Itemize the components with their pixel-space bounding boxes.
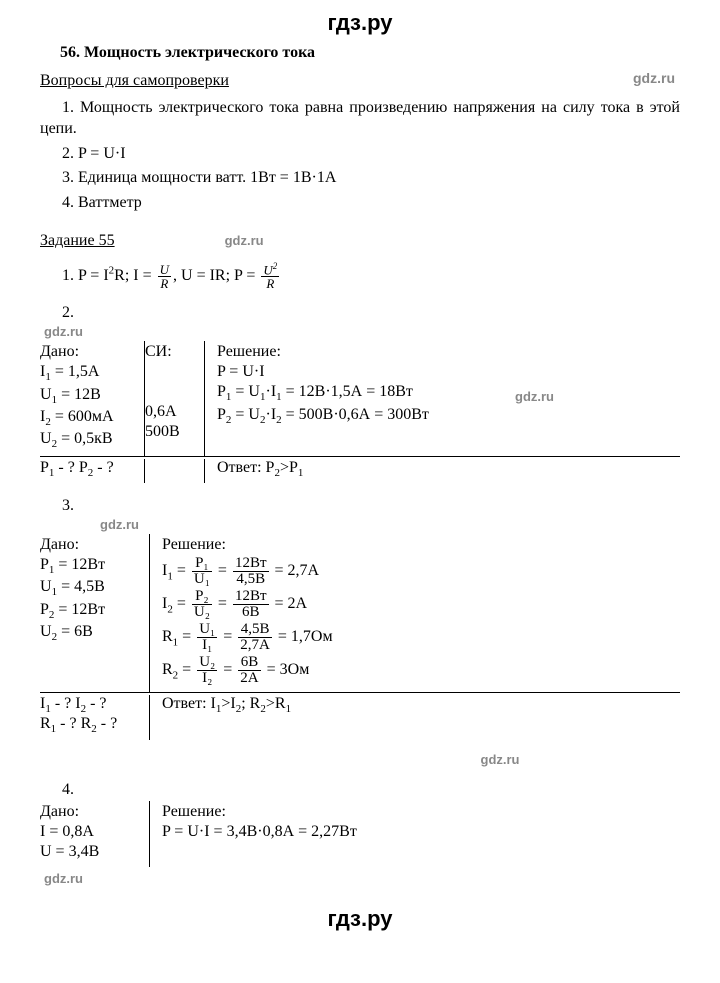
task3-answer-row: I1 - ? I2 - ? R1 - ? R2 - ? Ответ: I1>I2… <box>40 692 680 739</box>
task3-sol-col: Решение: I1 = P₁U₁ = 12Вт4,5В = 2,7А I2 … <box>150 534 343 692</box>
t3-g2: U1 = 4,5В <box>40 578 139 598</box>
section-title: 56. Мощность электрического тока <box>60 44 680 62</box>
t3-s3: R1 = U₁I₁ = 4,5В2,7А = 1,7Ом <box>162 622 333 653</box>
watermark-4: gdz.ru <box>515 389 554 404</box>
task3-label: 3. <box>62 497 680 515</box>
task3-given-col: Дано: P1 = 12Вт U1 = 4,5В P2 = 12Вт U2 =… <box>40 534 150 692</box>
t1-frac2: U2R <box>261 262 279 290</box>
footer-logo: гдз.ру <box>40 906 680 932</box>
task2-label: 2. <box>62 304 680 322</box>
question-4: 4. Ваттметр <box>40 193 680 214</box>
t4-given-header: Дано: <box>40 803 139 821</box>
t3-s1: I1 = P₁U₁ = 12Вт4,5В = 2,7А <box>162 556 333 587</box>
t2-g4: U2 = 0,5кВ <box>40 430 134 450</box>
t1-mid2: , U = IR; P = <box>173 267 259 284</box>
t1-frac1: UR <box>158 263 171 290</box>
t2-s3: P2 = U2·I2 = 500В·0,6А = 300Вт <box>217 406 429 426</box>
task3-block: Дано: P1 = 12Вт U1 = 4,5В P2 = 12Вт U2 =… <box>40 534 680 692</box>
task1-formula: 1. P = I2R; I = UR, U = IR; P = U2R <box>62 262 680 290</box>
t2-si4: 500В <box>145 423 194 441</box>
watermark-2: gdz.ru <box>225 233 264 248</box>
t2-g3: I2 = 600мА <box>40 408 134 428</box>
task2-sol-col: Решение: P = U·I P1 = U1·I1 = 12В·1,5А =… <box>205 341 439 456</box>
task2-block: Дано: I1 = 1,5А U1 = 12В I2 = 600мА U2 =… <box>40 341 680 456</box>
t4-sol-header: Решение: <box>162 803 357 821</box>
t3-g3: P2 = 12Вт <box>40 601 139 621</box>
task4-label: 4. <box>62 781 680 799</box>
t2-s2: P1 = U1·I1 = 12В·1,5А = 18Вт <box>217 383 429 403</box>
task-header: Задание 55 <box>40 232 115 250</box>
t2-given-header: Дано: <box>40 343 134 361</box>
task4-sol-col: Решение: P = U·I = 3,4В·0,8А = 2,27Вт <box>150 801 367 867</box>
t1-mid1: R; I = <box>114 267 155 284</box>
t2-si-header: СИ: <box>145 343 194 361</box>
t1-prefix: 1. P = I <box>62 267 109 284</box>
t2-g1: I1 = 1,5А <box>40 363 134 383</box>
t2-si3: 0,6А <box>145 403 194 421</box>
t2-g2: U1 = 12В <box>40 386 134 406</box>
t1-frac2-den: R <box>261 277 279 290</box>
t4-g1: I = 0,8А <box>40 823 139 841</box>
question-3: 3. Единица мощности ватт. 1Вт = 1В·1А <box>40 168 680 189</box>
task4-block: Дано: I = 0,8А U = 3,4В Решение: P = U·I… <box>40 801 680 867</box>
t1-frac1-num: U <box>158 263 171 277</box>
t4-g2: U = 3,4В <box>40 843 139 861</box>
task2-si-col: СИ: 0,6А 500В <box>145 341 205 456</box>
t2-s1: P = U·I <box>217 363 429 381</box>
page-container: гдз.ру gdz.ru 56. Мощность электрическог… <box>0 0 720 952</box>
watermark-3: gdz.ru <box>44 324 680 339</box>
t4-s1: P = U·I = 3,4В·0,8А = 2,27Вт <box>162 823 357 841</box>
t1-frac1-den: R <box>158 277 171 290</box>
t3-sol-header: Решение: <box>162 536 333 554</box>
task2-answer-row: P1 - ? P2 - ? Ответ: P2>P1 <box>40 456 680 483</box>
t2-sol-header: Решение: <box>217 343 429 361</box>
task4-given-col: Дано: I = 0,8А U = 3,4В <box>40 801 150 867</box>
t3-g1: P1 = 12Вт <box>40 556 139 576</box>
task2-given-col: Дано: I1 = 1,5А U1 = 12В I2 = 600мА U2 =… <box>40 341 145 456</box>
t3-ans: Ответ: I1>I2; R2>R1 <box>150 695 301 739</box>
watermark-5: gdz.ru <box>100 517 680 532</box>
watermark-1: gdz.ru <box>633 70 675 86</box>
question-1: 1. Мощность электрического тока равна пр… <box>40 98 680 140</box>
t3-ask: I1 - ? I2 - ? R1 - ? R2 - ? <box>40 695 150 739</box>
question-2: 2. P = U·I <box>40 144 680 165</box>
t2-ans: Ответ: P2>P1 <box>205 459 313 483</box>
header-logo: гдз.ру <box>40 10 680 36</box>
t1-frac2-num: U2 <box>261 262 279 277</box>
t3-s2: I2 = P₂U₂ = 12Вт6В = 2А <box>162 589 333 620</box>
t3-given-header: Дано: <box>40 536 139 554</box>
self-check-header: Вопросы для самопроверки <box>40 72 680 90</box>
watermark-6: gdz.ru <box>320 752 680 767</box>
t3-g4: U2 = 6В <box>40 623 139 643</box>
t2-ask: P1 - ? P2 - ? <box>40 459 145 483</box>
watermark-7: gdz.ru <box>44 871 680 886</box>
t3-s4: R2 = U₂I₂ = 6В2А = 3Ом <box>162 655 333 686</box>
